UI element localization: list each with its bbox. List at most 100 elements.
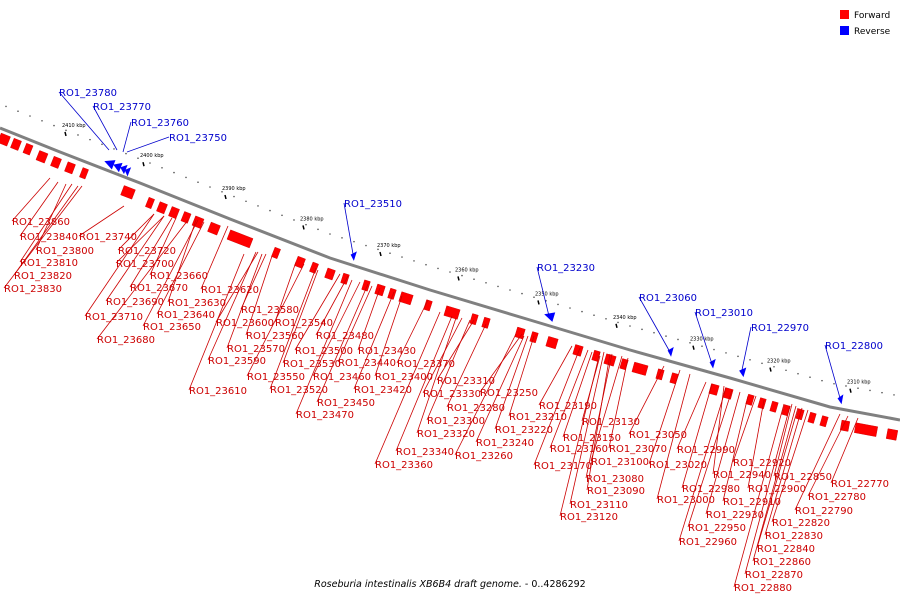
label-connector <box>687 389 733 528</box>
gene-label: RO1_23340 <box>396 447 454 458</box>
label-connector <box>84 213 155 317</box>
label-connector <box>188 253 245 391</box>
forward-gene-block <box>35 150 49 164</box>
gene-label: RO1_22990 <box>677 445 735 456</box>
reverse-gene-block <box>544 312 556 322</box>
legend-reverse-swatch <box>840 26 849 35</box>
gene-label: RO1_23100 <box>591 457 649 468</box>
guide-dot <box>689 342 691 344</box>
guide-dot <box>437 267 439 270</box>
label-connector <box>436 319 475 381</box>
forward-gene-block <box>64 161 76 175</box>
guide-dot <box>509 289 511 291</box>
gene-label: RO1_23420 <box>354 385 412 396</box>
forward-gene-block <box>361 279 371 292</box>
label-connector <box>105 215 165 302</box>
label-connector <box>395 315 453 452</box>
label-connector <box>752 405 797 562</box>
label-connector <box>343 202 354 255</box>
gene-label: RO1_23500 <box>295 346 353 357</box>
gene-label: RO1_23370 <box>397 359 455 370</box>
guide-dot <box>857 387 859 390</box>
label-connector <box>11 177 51 222</box>
forward-gene-block <box>819 415 829 428</box>
gene-label: RO1_23600 <box>216 318 274 329</box>
gene-label: RO1_23300 <box>427 416 485 427</box>
guide-dot <box>149 162 151 164</box>
gene-label: RO1_23780 <box>59 88 117 99</box>
gene-label: RO1_23830 <box>4 284 62 295</box>
label-connector <box>794 413 841 511</box>
label-connector <box>422 317 463 394</box>
gene-label: RO1_23470 <box>296 410 354 421</box>
label-connector <box>19 183 73 263</box>
guide-dot <box>65 129 67 132</box>
guide-dot <box>257 205 259 207</box>
kbp-tick <box>849 388 852 393</box>
gene-label: RO1_23220 <box>495 425 553 436</box>
forward-gene-block <box>481 316 491 329</box>
label-connector <box>741 326 752 371</box>
gene-label: RO1_23760 <box>131 118 189 129</box>
gene-label: RO1_23160 <box>550 444 608 455</box>
gene-label: RO1_23620 <box>201 285 259 296</box>
gene-label: RO1_23450 <box>317 398 375 409</box>
gene-label: RO1_23640 <box>157 310 215 321</box>
gene-label: RO1_22880 <box>734 583 792 594</box>
gene-label: RO1_22840 <box>757 544 815 555</box>
label-connector <box>586 353 611 491</box>
reverse-gene-block <box>350 251 357 261</box>
label-connector <box>807 415 849 497</box>
guide-dot <box>401 256 403 258</box>
gene-label: RO1_22790 <box>795 506 853 517</box>
guide-dot <box>305 223 307 226</box>
label-connector <box>274 261 297 323</box>
kbp-tick <box>615 323 618 328</box>
gene-label: RO1_23710 <box>85 312 143 323</box>
guide-dot <box>485 282 487 284</box>
gene-label: RO1_23820 <box>14 271 72 282</box>
guide-dot <box>317 228 319 231</box>
gene-label: RO1_23520 <box>270 385 328 396</box>
forward-gene-block <box>387 287 397 300</box>
gene-label: RO1_23210 <box>509 412 567 423</box>
label-connector <box>396 299 429 364</box>
label-connector <box>562 351 593 438</box>
gene-label: RO1_22830 <box>765 531 823 542</box>
label-connector <box>353 291 395 390</box>
gene-label: RO1_22860 <box>753 557 811 568</box>
kbp-tick-label: 2350 kbp <box>535 291 559 297</box>
label-connector <box>694 311 713 365</box>
gene-label: RO1_22930 <box>706 510 764 521</box>
gene-label: RO1_23660 <box>150 271 208 282</box>
gene-label: RO1_23020 <box>649 460 707 471</box>
gene-label: RO1_23060 <box>639 293 697 304</box>
kbp-tick-label: 2340 kbp <box>613 315 637 321</box>
gene-label: RO1_23610 <box>189 386 247 397</box>
forward-gene-block <box>207 221 221 236</box>
gene-label: RO1_22940 <box>713 470 771 481</box>
gene-label: RO1_23280 <box>447 403 505 414</box>
label-connector <box>722 395 749 502</box>
guide-dot <box>881 391 883 394</box>
gene-label: RO1_22910 <box>723 497 781 508</box>
forward-gene-block <box>168 206 180 219</box>
gene-label: RO1_23080 <box>586 474 644 485</box>
reverse-gene-block <box>709 358 716 369</box>
guide-dot <box>245 200 247 203</box>
label-connector <box>316 283 369 403</box>
gene-label: RO1_23670 <box>130 283 188 294</box>
guide-dot <box>521 292 523 295</box>
guide-dot <box>365 244 367 247</box>
label-connector <box>78 205 125 237</box>
label-connector <box>13 185 79 276</box>
gene-label: RO1_23170 <box>534 461 592 472</box>
label-connector <box>126 136 170 153</box>
guide-dot <box>797 372 799 375</box>
caption-range: - 0..4286292 <box>522 579 586 590</box>
gene-label: RO1_23680 <box>97 335 155 346</box>
guide-dot <box>785 369 787 372</box>
guide-dot <box>77 134 79 136</box>
gene-label: RO1_23400 <box>375 372 433 383</box>
guide-dot <box>41 120 43 122</box>
